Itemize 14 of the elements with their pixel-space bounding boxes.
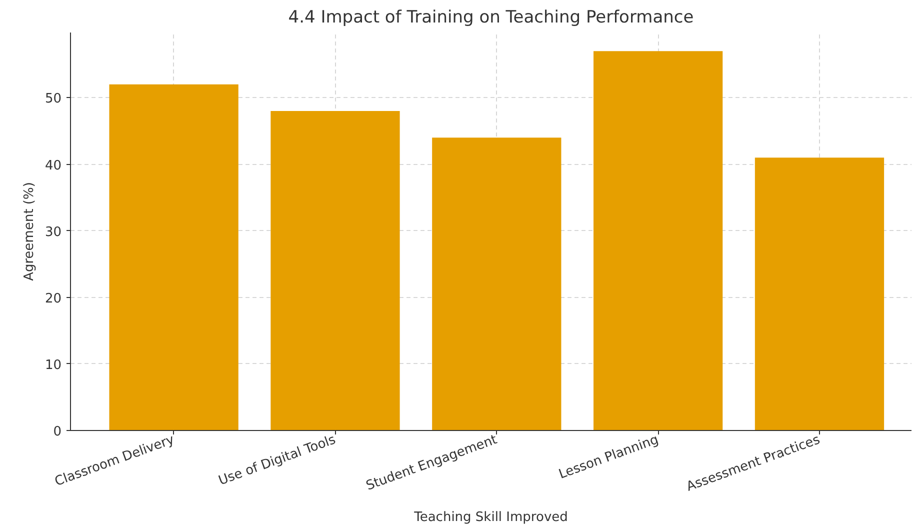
y-tick-label: 20 [44,291,62,306]
bar [594,51,723,430]
y-tick-label: 30 [44,224,62,240]
y-tick-label: 40 [44,158,62,174]
y-tick-label: 0 [53,424,62,440]
bar [432,138,562,430]
y-tick-label: 10 [44,358,62,373]
bar [109,84,238,430]
bar [754,158,884,430]
bar [270,111,400,430]
y-axis-title: Agreement (%) [22,182,37,281]
x-axis-title: Teaching Skill Improved [413,510,568,525]
chart-title: 4.4 Impact of Training on Teaching Performance [288,8,694,28]
y-tick-label: 50 [44,92,62,107]
